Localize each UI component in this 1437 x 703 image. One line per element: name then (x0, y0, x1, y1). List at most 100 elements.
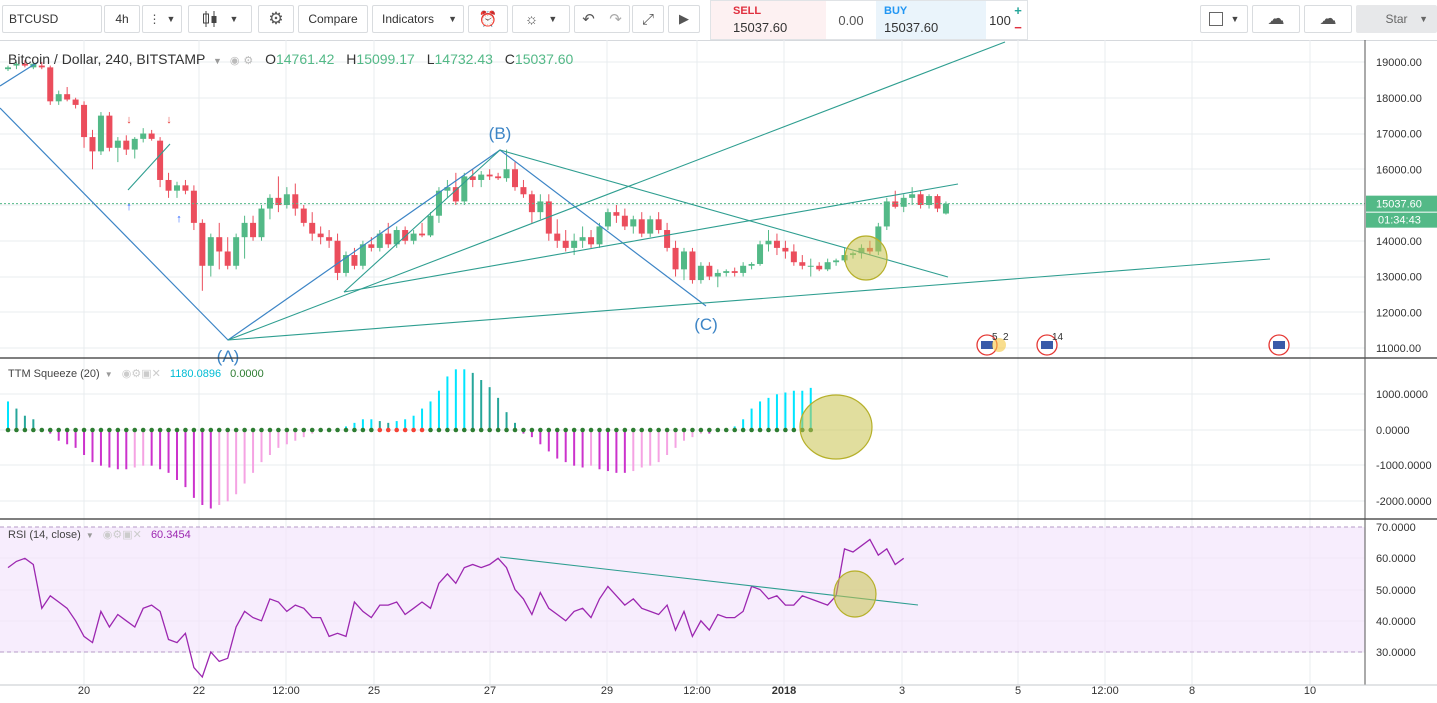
candle (250, 215, 257, 241)
quantity-input[interactable]: 100 (989, 13, 1011, 28)
replay-button[interactable]: ▶ (668, 5, 700, 33)
drawing-tools-button[interactable]: ☼ ▼ (512, 5, 570, 33)
settings-button[interactable]: ⚙ (258, 5, 294, 33)
squeeze-tick-label: 1000.0000 (1376, 389, 1428, 401)
squeeze-dot (740, 427, 746, 433)
undo-icon[interactable]: ↶ (582, 11, 595, 28)
candle-body (740, 265, 747, 273)
squeeze-dot (436, 427, 442, 433)
squeeze-dot (614, 427, 619, 433)
plus-icon[interactable]: + (1014, 3, 1022, 18)
chevron-down-icon[interactable]: ▼ (213, 56, 222, 66)
candle-body (174, 185, 180, 191)
sell-button[interactable]: SELL 15037.60 (711, 1, 826, 39)
squeeze-dot (723, 427, 729, 433)
squeeze-dot (563, 427, 568, 433)
candle (5, 65, 11, 71)
legend-eye-icon[interactable]: ◉ (229, 55, 240, 67)
symbol-label: BTCUSD (9, 12, 59, 26)
highlight-circle-squeeze (799, 394, 873, 460)
candle (782, 240, 789, 259)
candle-body (283, 194, 290, 205)
candle-body (621, 215, 628, 227)
chart-area[interactable]: ↓ ↓ ↑ ↑ (A) (B) (C) 5 2 14 19000.00 18000.00 17000.… (0, 40, 1437, 698)
price-tick-label: 18000.00 (1376, 93, 1422, 105)
layout-button[interactable]: ▼ (1200, 5, 1248, 33)
squeeze-dot (504, 427, 509, 433)
compare-button[interactable]: Compare (298, 5, 368, 33)
candle (309, 212, 316, 241)
squeeze-dot (749, 427, 754, 433)
candle (681, 247, 687, 281)
candle-body (697, 265, 704, 281)
candle-body (917, 194, 924, 205)
star-button[interactable]: Star ▼ (1356, 5, 1437, 33)
candle (630, 215, 637, 234)
squeeze-dot (707, 427, 712, 433)
undo-redo-group: ↶ ↷ (574, 5, 630, 33)
chart-svg[interactable]: ↓ ↓↑↑(A)(B)(C)5 2 14 19000.0018000.0017000.… (0, 40, 1437, 698)
time-tick-label: 12:00 (683, 685, 711, 697)
squeeze-dot (664, 427, 670, 433)
redo-icon[interactable]: ↷ (609, 11, 622, 28)
price-tick-label: 16000.00 (1376, 164, 1422, 176)
interval-select[interactable]: 4h (104, 5, 140, 33)
candle (807, 258, 814, 277)
legend-settings-icon[interactable]: ⚙ (243, 55, 254, 67)
candle (689, 247, 696, 284)
candle (131, 137, 138, 159)
time-tick-label: 12:00 (1091, 685, 1119, 697)
squeeze-dot (39, 427, 45, 433)
indicators-button[interactable]: Indicators ▼ (372, 5, 464, 33)
squeeze-dot (791, 427, 797, 433)
candle-body (664, 230, 671, 248)
candle-body (13, 63, 20, 66)
candle (926, 194, 933, 209)
candle (604, 208, 611, 231)
wave-label-a: (A) (217, 347, 240, 366)
squeeze-tick-label: -1000.0000 (1376, 460, 1432, 472)
squeeze-dot (360, 427, 366, 433)
time-tick-label: 10 (1304, 685, 1316, 697)
candle-body (782, 247, 789, 252)
price-tick-label: 14000.00 (1376, 236, 1422, 248)
wave-abc-line (0, 107, 707, 341)
interval-dropdown-button[interactable]: ⋮ ▼ (142, 5, 182, 33)
fullscreen-button[interactable]: ⤢ (632, 5, 664, 33)
legend-eye-icon[interactable]: ◉⚙▣✕ (102, 529, 142, 541)
cloud-load-button[interactable]: ☁ (1252, 5, 1300, 33)
candle (275, 176, 282, 213)
indicators-label: Indicators (382, 12, 435, 26)
candle-body (638, 219, 645, 234)
buy-button[interactable]: BUY 15037.60 (876, 1, 986, 39)
legend-eye-icon[interactable]: ◉⚙▣✕ (121, 368, 161, 380)
candle (97, 112, 104, 155)
gear-icon: ⚙ (268, 9, 284, 28)
chart-style-button[interactable]: ▼ (188, 5, 252, 33)
event-count: 14 (1052, 332, 1064, 343)
cloud-download-icon: ☁ (1267, 9, 1285, 28)
chevron-down-icon[interactable]: ▼ (104, 370, 113, 379)
candle (790, 244, 797, 266)
candle (258, 205, 265, 241)
spread-value: 0.00 (838, 13, 864, 28)
candle-body (875, 226, 882, 252)
alert-button[interactable]: ⏰ (468, 5, 508, 33)
chevron-down-icon[interactable]: ▼ (85, 531, 94, 540)
candle (816, 262, 823, 272)
last-price-badge (1366, 195, 1437, 212)
symbol-search-input[interactable]: BTCUSD (2, 5, 102, 33)
squeeze-dot (225, 427, 230, 433)
top-toolbar: BTCUSD 4h ⋮ ▼ ▼ ⚙ Compare Indicators ▼ ⏰… (0, 0, 1437, 41)
trading-panel: SELL 15037.60 0.00 BUY 15037.60 100 + − (710, 0, 1028, 40)
squeeze-value-2: 0.0000 (230, 368, 264, 380)
candle (714, 269, 721, 288)
more-vertical-icon: ⋮ (148, 12, 161, 26)
time-tick-label: 2018 (772, 685, 796, 697)
price-tick-label: 11000.00 (1376, 343, 1421, 355)
cloud-save-button[interactable]: ☁ (1304, 5, 1352, 33)
squeeze-dot (216, 427, 222, 433)
candle-body (114, 140, 121, 148)
squeeze-dot (98, 427, 104, 433)
minus-icon[interactable]: − (1014, 20, 1022, 35)
